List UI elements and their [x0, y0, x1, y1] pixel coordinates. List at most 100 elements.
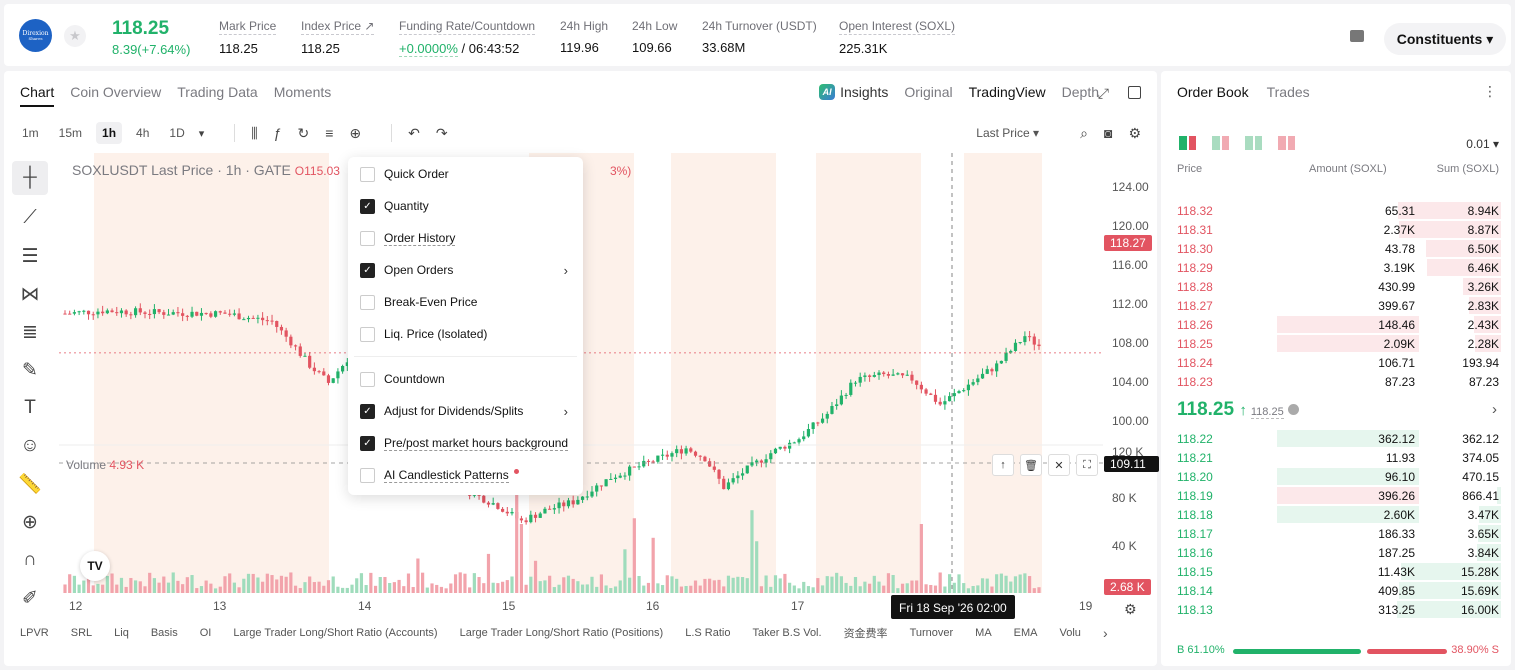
view-depth[interactable]: Depth	[1061, 84, 1099, 100]
pattern-icon[interactable]: ⋈	[20, 283, 40, 305]
checkbox-checked-icon[interactable]: ✓	[360, 198, 375, 214]
emoji-icon[interactable]: ☺	[20, 435, 40, 456]
menu-item[interactable]: ✓ Pre/post market hours background	[360, 427, 570, 459]
bid-row[interactable]: 118.18 2.60K 3.47K	[1161, 505, 1511, 524]
expand-icon[interactable]: ⤢	[1097, 85, 1109, 101]
bid-row[interactable]: 118.16 187.25 3.84K	[1161, 543, 1511, 562]
ask-row[interactable]: 118.23 87.23 87.23	[1161, 372, 1511, 391]
ruler-icon[interactable]: 📏	[18, 474, 42, 495]
candlestick-chart[interactable]	[59, 153, 1103, 593]
timeframe-1m[interactable]: 1m	[22, 126, 39, 140]
indicator-item[interactable]: EMA	[1013, 627, 1038, 639]
tab-trading-data[interactable]: Trading Data	[177, 84, 258, 100]
brush-icon[interactable]: ✎	[22, 359, 38, 381]
tab-trades[interactable]: Trades	[1266, 84, 1310, 100]
checkbox-icon[interactable]	[360, 166, 375, 182]
menu-item[interactable]: ✓ Open Orders ›	[360, 254, 570, 286]
ask-row[interactable]: 118.30 43.78 6.50K	[1161, 239, 1511, 258]
zoom-icon[interactable]: ⊕	[22, 511, 38, 533]
template-icon[interactable]: ≡	[325, 125, 334, 141]
stat-mark-price[interactable]: Mark Price 118.25	[219, 19, 277, 56]
bid-row[interactable]: 118.14 409.85 15.69K	[1161, 581, 1511, 600]
checkbox-checked-icon[interactable]: ✓	[360, 262, 375, 278]
bid-row[interactable]: 118.20 96.10 470.15	[1161, 467, 1511, 486]
add-plugin-icon[interactable]: ⊕	[349, 124, 362, 141]
magnet-icon[interactable]: ∩	[23, 549, 37, 570]
checkbox-icon[interactable]	[360, 230, 375, 246]
bid-row[interactable]: 118.21 11.93 374.05	[1161, 448, 1511, 467]
more-options-icon[interactable]: ⋮	[1483, 83, 1497, 99]
trend-line-icon[interactable]: ⟋	[23, 207, 37, 228]
checkbox-checked-icon[interactable]: ✓	[360, 435, 375, 451]
stat-funding-rate[interactable]: Funding Rate/Countdown +0.0000% / 06:43:5…	[399, 19, 536, 57]
ask-row[interactable]: 118.32 65.31 8.94K	[1161, 201, 1511, 220]
ask-row[interactable]: 118.28 430.99 3.26K	[1161, 277, 1511, 296]
bid-row[interactable]: 118.13 313.25 16.00K	[1161, 600, 1511, 619]
crosshair-icon[interactable]: ┼	[12, 161, 48, 195]
menu-item[interactable]: ✓ Quantity	[360, 190, 570, 222]
indicator-item[interactable]: L.S Ratio	[685, 627, 731, 639]
layout-split-icon[interactable]	[1212, 136, 1229, 150]
window-icon[interactable]	[1128, 86, 1141, 99]
ask-row[interactable]: 118.27 399.67 2.83K	[1161, 296, 1511, 315]
timeframe-4h[interactable]: 4h	[136, 126, 150, 140]
indicator-item[interactable]: Volu	[1059, 627, 1081, 639]
ask-row[interactable]: 118.26 148.46 2.43K	[1161, 315, 1511, 334]
constituents-button[interactable]: Constituents ▾	[1384, 23, 1506, 55]
indicator-item[interactable]: Basis	[150, 627, 178, 639]
precision-selector[interactable]: 0.01 ▾	[1466, 137, 1499, 151]
layout-bids-icon[interactable]	[1245, 136, 1262, 150]
move-up-icon[interactable]: ↑	[992, 454, 1014, 476]
replay-icon[interactable]: ↻	[297, 124, 310, 141]
indicator-item[interactable]: Large Trader Long/Short Ratio (Accounts)	[233, 627, 438, 639]
stat-index-price[interactable]: Index Price ↗ 118.25	[301, 19, 375, 56]
bid-row[interactable]: 118.15 11.43K 15.28K	[1161, 562, 1511, 581]
price-axis[interactable]: 124.00 120.00 118.27 116.00 112.00 108.0…	[1104, 153, 1159, 595]
checkbox-icon[interactable]	[360, 294, 375, 310]
indicator-item[interactable]: Large Trader Long/Short Ratio (Positions…	[459, 627, 664, 639]
ask-row[interactable]: 118.31 2.37K 8.87K	[1161, 220, 1511, 239]
view-tradingview[interactable]: TradingView	[968, 84, 1046, 100]
candle-type-icon[interactable]: ⫼	[251, 124, 258, 141]
tradingview-logo[interactable]: TV	[80, 551, 110, 581]
indicator-item[interactable]: Turnover	[909, 627, 954, 639]
checkbox-checked-icon[interactable]: ✓	[360, 403, 375, 419]
menu-item[interactable]: Liq. Price (Isolated)	[360, 318, 570, 350]
menu-item[interactable]: ✓ Adjust for Dividends/Splits ›	[360, 395, 570, 427]
indicator-item[interactable]: LPVR	[20, 627, 49, 639]
camera-icon[interactable]: ◙	[1103, 125, 1113, 141]
indicator-item[interactable]: Taker B.S Vol.	[752, 627, 822, 639]
delete-icon[interactable]: 🗑	[1020, 454, 1042, 476]
time-axis[interactable]: 12 13 14 15 16 17 19	[59, 599, 1103, 621]
ask-row[interactable]: 118.25 2.09K 2.28K	[1161, 334, 1511, 353]
layout-both-icon[interactable]	[1179, 136, 1196, 150]
layout-asks-icon[interactable]	[1278, 136, 1295, 150]
chevron-right-icon[interactable]: ›	[1492, 401, 1497, 418]
timeframe-1h[interactable]: 1h	[96, 122, 123, 144]
axis-settings-icon[interactable]: ⚙	[1124, 601, 1137, 617]
indicator-item[interactable]: MA	[975, 627, 992, 639]
redo-icon[interactable]: ↷	[435, 124, 448, 141]
fib-icon[interactable]: ≣	[22, 321, 38, 343]
favorite-star-icon[interactable]: ★	[64, 25, 86, 47]
text-icon[interactable]: T	[24, 397, 36, 418]
bid-row[interactable]: 118.19 396.26 866.41	[1161, 486, 1511, 505]
book-icon[interactable]	[1350, 30, 1364, 42]
tab-chart[interactable]: Chart	[20, 84, 55, 107]
indicator-item[interactable]: OI	[199, 627, 212, 639]
ask-row[interactable]: 118.24 106.71 193.94	[1161, 353, 1511, 372]
settings-gear-icon[interactable]: ⚙	[1128, 125, 1141, 141]
menu-item[interactable]: Order History	[360, 222, 570, 254]
indicator-item[interactable]: SRL	[70, 627, 93, 639]
menu-item[interactable]: Countdown	[360, 363, 570, 395]
stat-open-interest[interactable]: Open Interest (SOXL) 225.31K	[839, 19, 956, 56]
menu-item[interactable]: AI Candlestick Patterns	[360, 459, 570, 491]
timeframe-dropdown-icon[interactable]: ▾	[198, 127, 205, 140]
tab-moments[interactable]: Moments	[273, 84, 332, 100]
menu-item[interactable]: Quick Order	[360, 158, 570, 190]
indicator-item[interactable]: Liq	[114, 627, 129, 639]
timeframe-1d[interactable]: 1D	[169, 126, 185, 140]
chevron-right-icon[interactable]: ›	[1102, 625, 1108, 641]
timeframe-15m[interactable]: 15m	[58, 126, 83, 140]
bid-row[interactable]: 118.17 186.33 3.65K	[1161, 524, 1511, 543]
